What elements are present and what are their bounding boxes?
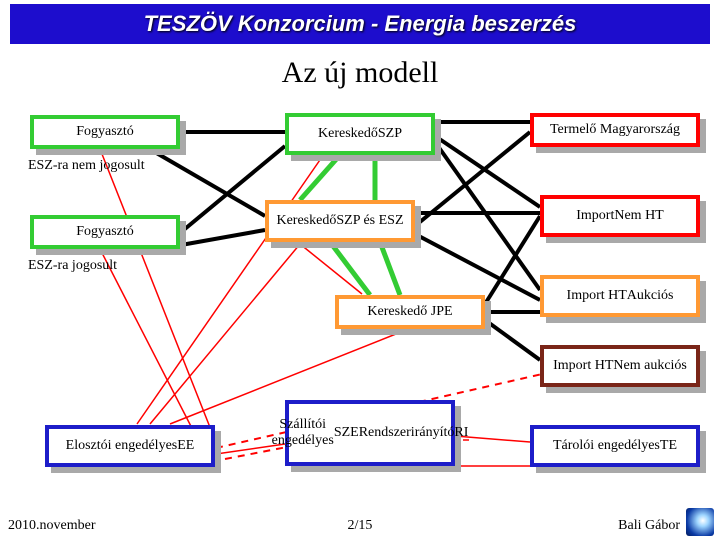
edge-red_thin — [150, 244, 300, 424]
node-line: Kereskedő — [276, 213, 336, 229]
node-line: Nem aukciós — [613, 358, 686, 374]
footer-author: Bali Gábor — [618, 518, 680, 534]
node-line: Szállítói engedélyes — [272, 417, 334, 449]
node-szallitoi: Szállítói engedélyesSZERendszerirányítóR… — [285, 400, 455, 466]
page-header: TESZÖV Konzorcium - Energia beszerzés — [10, 4, 710, 44]
node-line: RI — [454, 425, 468, 441]
logo-orb — [686, 508, 714, 536]
edge-black_thick — [485, 320, 540, 360]
node-fogyaszto2: Fogyasztó — [30, 215, 180, 249]
node-taroloi: Tárolói engedélyesTE — [530, 425, 700, 467]
node-keresk_jpe: Kereskedő JPE — [335, 295, 485, 329]
node-line: Termelő Magyarország — [550, 122, 680, 138]
page-title: Az új modell — [0, 56, 720, 90]
node-line: Nem HT — [614, 208, 663, 224]
node-line: SZE — [334, 425, 359, 441]
footer-page: 2/15 — [0, 518, 720, 534]
node-line: Rendszerirányító — [359, 425, 455, 441]
node-line: SZP — [378, 126, 402, 142]
node-import_nemht: ImportNem HT — [540, 195, 700, 237]
node-keresk_szpesz: KereskedőSZP és ESZ — [265, 200, 415, 242]
node-elosztoi: Elosztói engedélyesEE — [45, 425, 215, 467]
node-line: Import HT — [553, 358, 613, 374]
edge-black_thick — [415, 234, 540, 300]
node-line: Kereskedő JPE — [367, 304, 452, 320]
node-line: Fogyasztó — [76, 224, 134, 240]
edge-black_thick — [435, 136, 540, 207]
node-line: SZP és ESZ — [336, 213, 403, 229]
label-esz_nem: ESZ-ra nem jogosult — [28, 158, 145, 174]
edge-green_thick — [300, 155, 340, 200]
edge-black_thick — [485, 216, 540, 304]
edge-green_thick — [330, 242, 370, 295]
node-line: EE — [177, 438, 194, 454]
node-line: Import HT — [567, 288, 627, 304]
node-line: Elosztói engedélyes — [66, 438, 178, 454]
label-esz_jog: ESZ-ra jogosult — [28, 258, 117, 274]
node-line: Import — [576, 208, 614, 224]
node-line: Aukciós — [627, 288, 674, 304]
node-termelo: Termelő Magyarország — [530, 113, 700, 147]
node-import_ht_na: Import HTNem aukciós — [540, 345, 700, 387]
edge-green_thick — [380, 242, 400, 295]
node-line: Kereskedő — [318, 126, 378, 142]
node-line: Tárolói engedélyes — [553, 438, 660, 454]
node-keresk_szp: KereskedőSZP — [285, 113, 435, 155]
edge-red_thin — [300, 244, 362, 294]
node-line: TE — [660, 438, 677, 454]
node-fogyaszto1: Fogyasztó — [30, 115, 180, 149]
edge-red_thin — [100, 249, 197, 438]
node-line: Fogyasztó — [76, 124, 134, 140]
edge-black_thick — [153, 151, 265, 216]
edge-black_thick — [435, 142, 540, 290]
node-import_ht_a: Import HTAukciós — [540, 275, 700, 317]
edge-red_thin — [137, 157, 322, 424]
edge-red_thin — [100, 149, 215, 440]
